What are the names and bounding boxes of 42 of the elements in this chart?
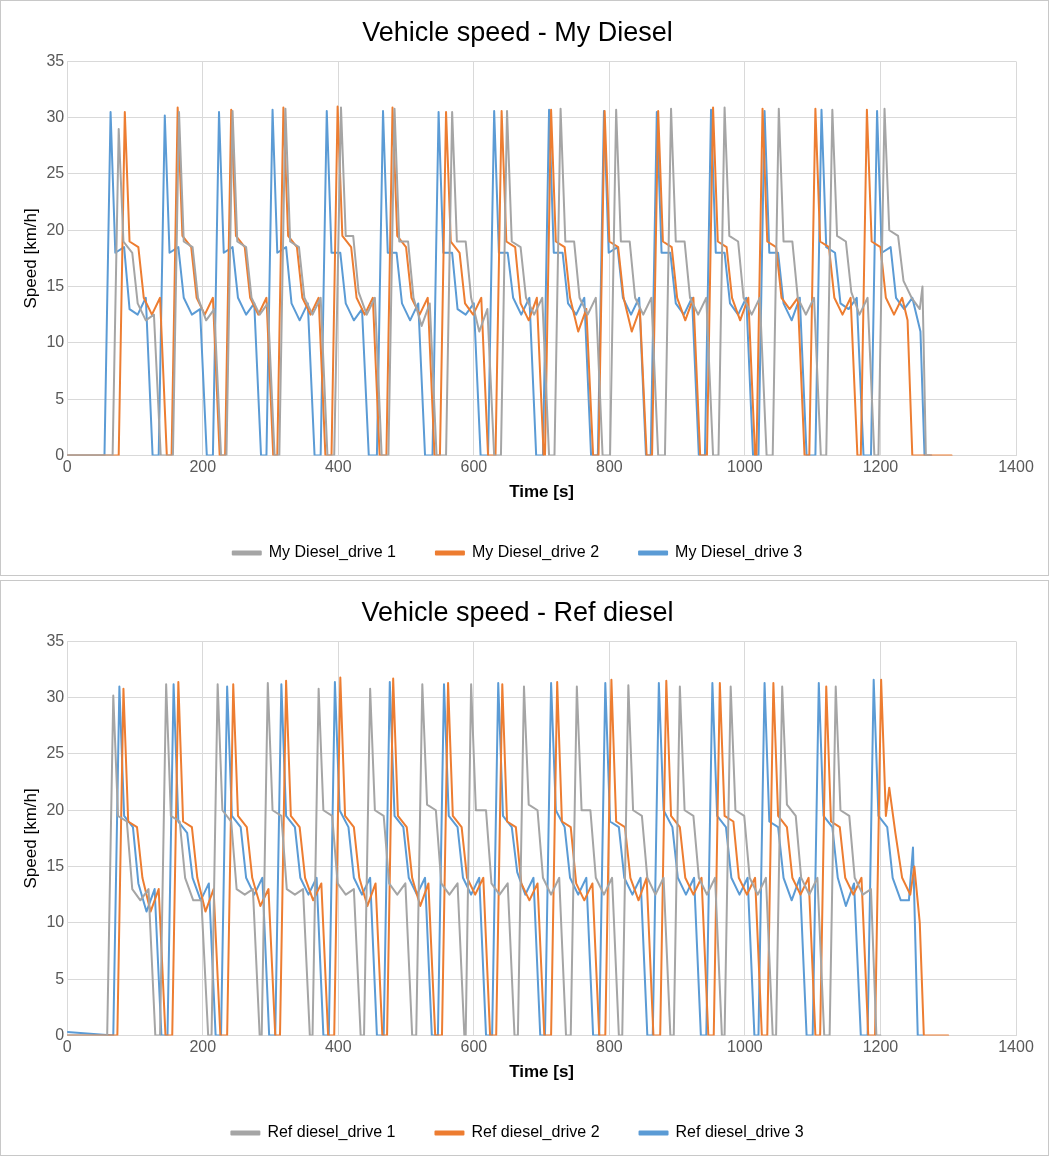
x-tick-label: 400	[324, 458, 352, 476]
y-tick-label: 10	[46, 913, 65, 931]
chart-title: Vehicle speed - My Diesel	[362, 16, 673, 47]
y-tick-label: 30	[46, 688, 65, 706]
legend-label: Ref diesel_drive 2	[471, 1123, 600, 1142]
y-tick-label: 0	[55, 445, 65, 463]
x-tick-label: 800	[596, 458, 623, 476]
x-tick-label: 600	[460, 458, 488, 476]
y-tick-label: 25	[46, 164, 65, 182]
legend-label: My Diesel_drive 1	[268, 543, 397, 562]
x-axis-title: Time [s]	[509, 482, 575, 502]
legend-label: My Diesel_drive 2	[471, 543, 600, 562]
y-tick-label: 0	[55, 1025, 65, 1043]
x-tick-label: 1400	[998, 458, 1034, 476]
x-tick-label: 200	[189, 1038, 217, 1056]
y-tick-label: 20	[46, 220, 65, 238]
legend-label: My Diesel_drive 3	[675, 543, 803, 562]
x-tick-label: 400	[324, 1038, 352, 1056]
y-tick-label: 5	[55, 389, 65, 407]
y-tick-label: 30	[46, 108, 65, 126]
x-tick-label: 200	[189, 458, 217, 476]
legend-label: Ref diesel_drive 3	[675, 1123, 804, 1142]
x-tick-label: 1200	[862, 458, 899, 476]
y-tick-label: 35	[46, 51, 65, 69]
x-tick-label: 1200	[862, 1038, 899, 1056]
x-tick-label: 1000	[727, 458, 763, 476]
y-tick-label: 10	[46, 333, 65, 351]
y-tick-label: 25	[46, 744, 65, 762]
y-axis-title: Speed [km/h]	[20, 208, 40, 309]
x-tick-label: 1400	[998, 1038, 1034, 1056]
y-axis-title: Speed [km/h]	[20, 788, 40, 889]
legend-label: Ref diesel_drive 1	[267, 1123, 396, 1142]
x-axis-title: Time [s]	[509, 1062, 575, 1082]
y-tick-label: 15	[46, 276, 65, 294]
x-tick-label: 600	[460, 1038, 488, 1056]
x-tick-label: 800	[596, 1038, 623, 1056]
y-tick-label: 35	[46, 631, 65, 649]
y-tick-label: 20	[46, 800, 65, 818]
x-tick-label: 1000	[727, 1038, 763, 1056]
y-tick-label: 15	[46, 856, 65, 874]
chart-title: Vehicle speed - Ref diesel	[361, 596, 674, 627]
y-tick-label: 5	[55, 969, 65, 987]
